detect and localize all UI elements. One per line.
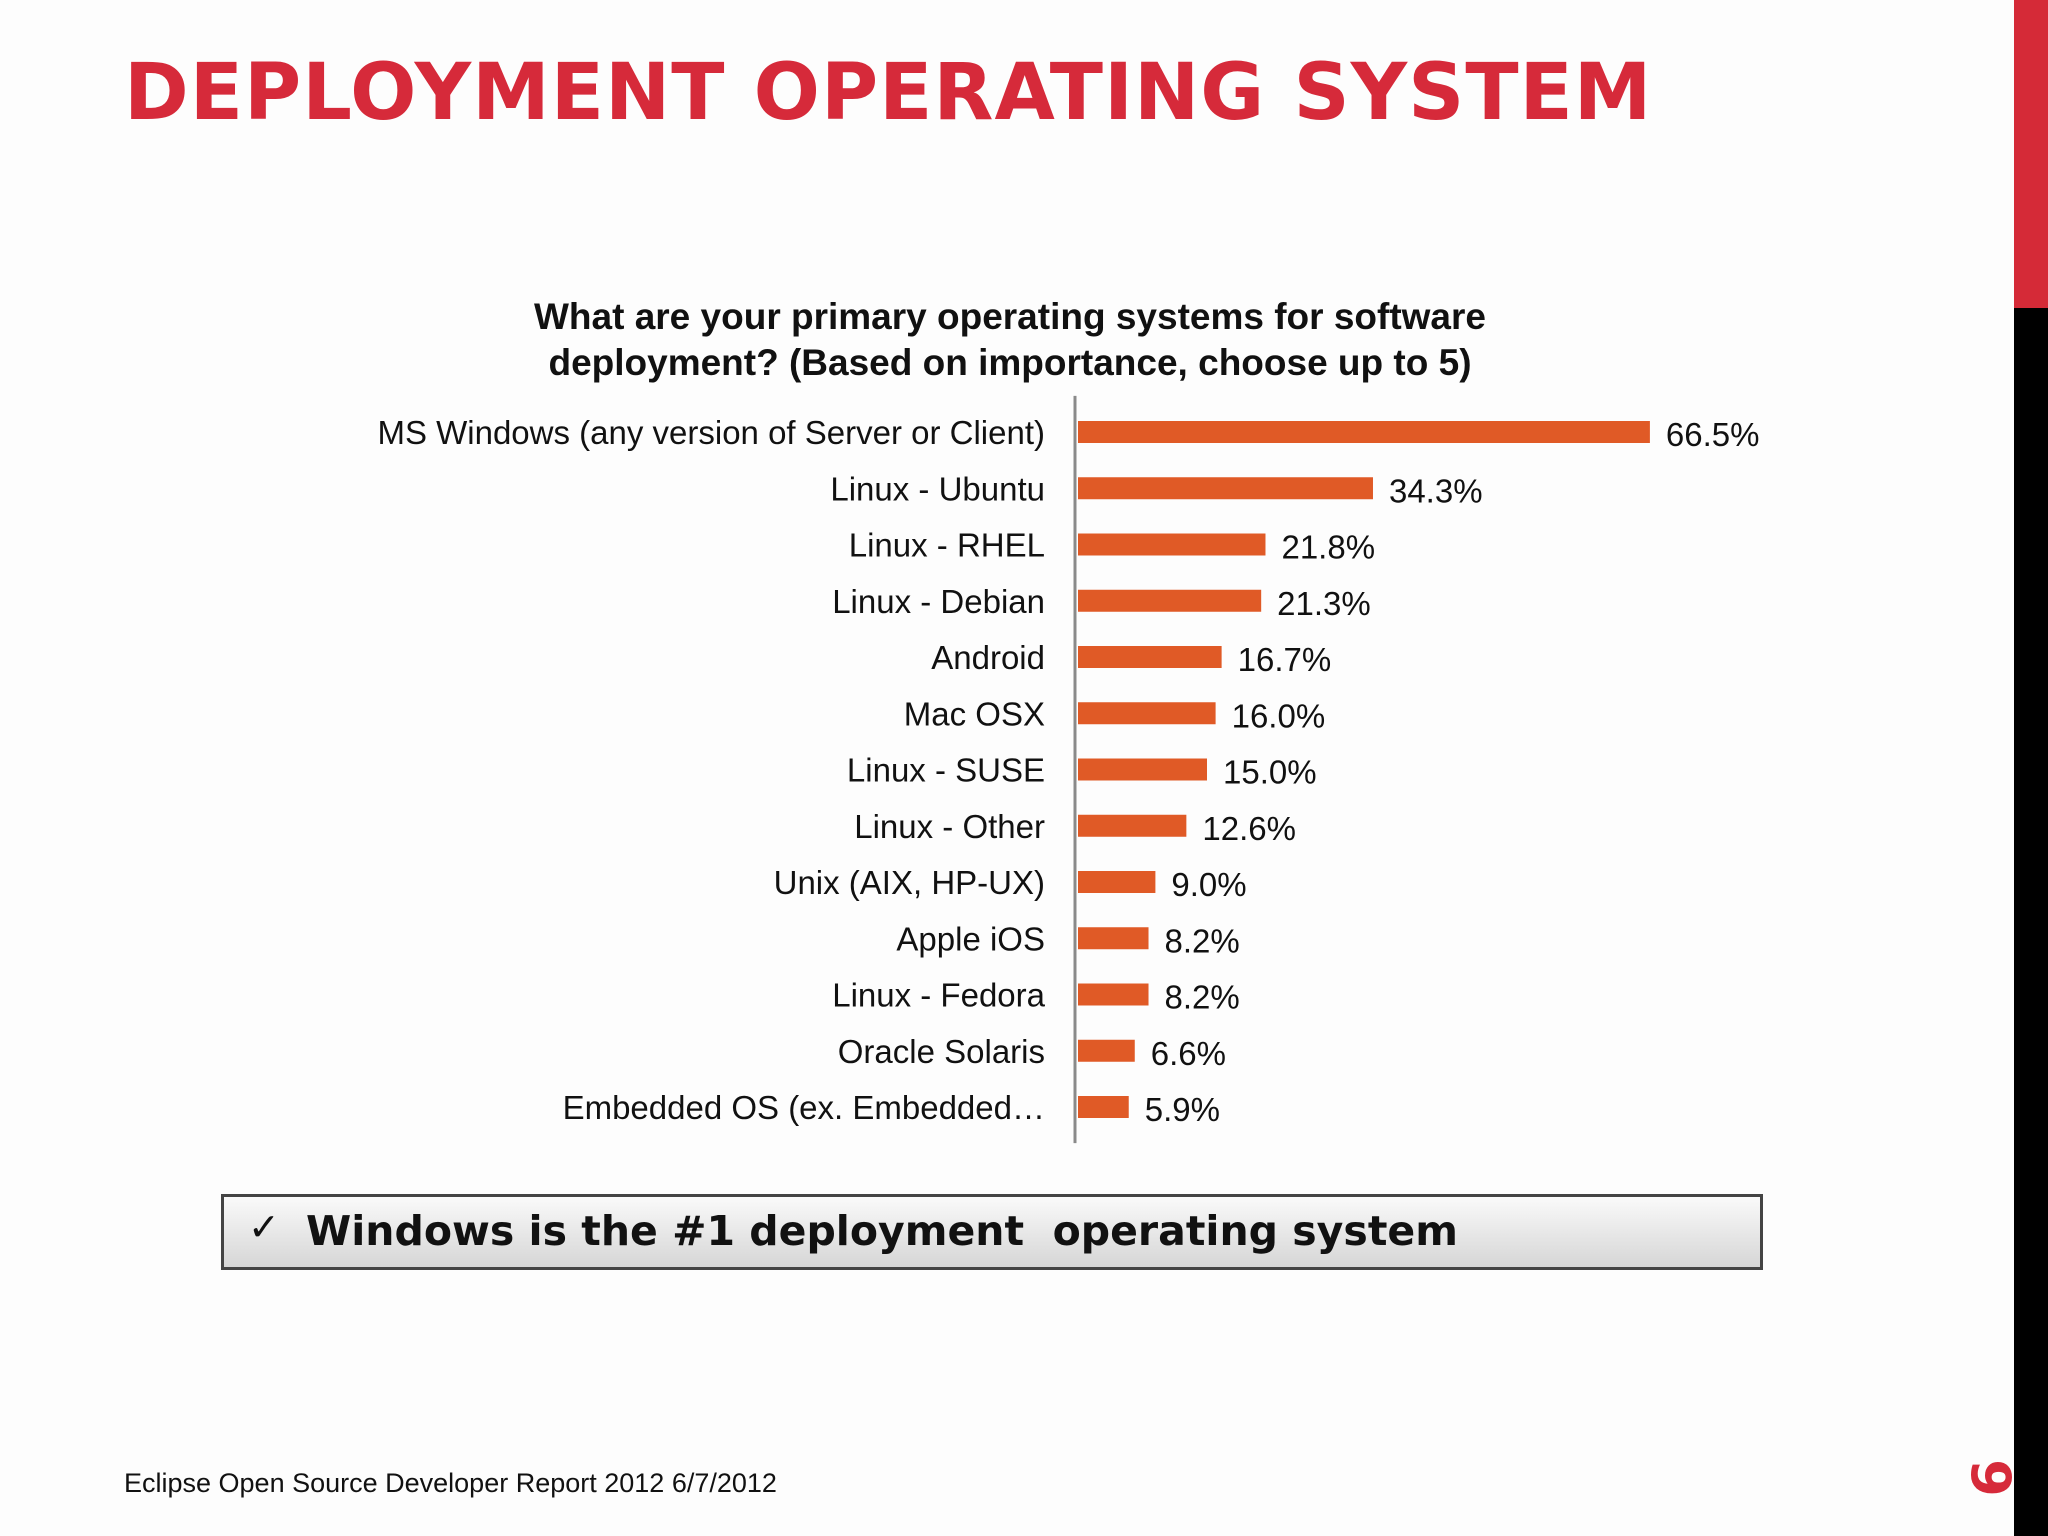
bar	[1078, 927, 1149, 950]
bar	[1078, 646, 1222, 668]
sidebar-accent-red	[2014, 0, 2048, 308]
category-label: Linux - SUSE	[847, 752, 1045, 789]
category-label: Apple iOS	[896, 920, 1045, 957]
data-label: 9.0%	[1171, 866, 1246, 903]
data-label: 15.0%	[1223, 754, 1317, 791]
category-label: Unix (AIX, HP-UX)	[774, 864, 1045, 901]
chart-title-line-1: What are your primary operating systems …	[534, 296, 1486, 337]
takeaway-callout: ✓ Windows is the #1 deployment operating…	[221, 1194, 1763, 1270]
data-label: 8.2%	[1165, 979, 1240, 1016]
category-label: Linux - Ubuntu	[830, 470, 1045, 507]
category-label: Embedded OS (ex. Embedded…	[563, 1089, 1045, 1126]
slide-title: DEPLOYMENT OPERATING SYSTEM	[124, 48, 1653, 138]
bar	[1078, 814, 1187, 837]
data-label: 5.9%	[1145, 1091, 1220, 1128]
category-label: Oracle Solaris	[838, 1033, 1045, 1070]
footer-text: Eclipse Open Source Developer Report 201…	[124, 1468, 777, 1498]
bar	[1078, 421, 1650, 443]
category-label: Linux - RHEL	[849, 527, 1045, 564]
category-label: MS Windows (any version of Server or Cli…	[377, 414, 1045, 451]
data-label: 8.2%	[1165, 922, 1240, 959]
category-label: Linux - Debian	[832, 583, 1045, 620]
sidebar-accent-black	[2014, 308, 2048, 1536]
category-label: Linux - Fedora	[832, 977, 1045, 1014]
data-label: 6.6%	[1151, 1035, 1226, 1072]
bar	[1078, 702, 1216, 725]
category-label: Linux - Other	[854, 808, 1045, 845]
bar	[1078, 871, 1156, 893]
checkmark-icon: ✓	[248, 1205, 280, 1249]
bar	[1078, 1039, 1135, 1062]
data-label: 66.5%	[1666, 416, 1760, 453]
bar	[1078, 589, 1262, 612]
bar	[1078, 983, 1149, 1006]
data-label: 21.8%	[1281, 529, 1375, 566]
data-label: 34.3%	[1389, 472, 1483, 509]
category-label: Mac OSX	[904, 695, 1045, 732]
category-label: Android	[931, 639, 1045, 676]
data-label: 12.6%	[1202, 810, 1296, 847]
bar	[1078, 533, 1266, 556]
bar	[1078, 1096, 1129, 1118]
data-label: 16.7%	[1238, 641, 1332, 678]
chart-title: What are your primary operating systems …	[340, 294, 1680, 386]
chart-title-line-2: deployment? (Based on importance, choose…	[548, 342, 1472, 383]
bar	[1078, 758, 1207, 781]
data-label: 16.0%	[1232, 697, 1326, 734]
callout-text: Windows is the #1 deployment operating s…	[306, 1207, 1458, 1255]
bar	[1078, 477, 1373, 500]
data-label: 21.3%	[1277, 585, 1371, 622]
